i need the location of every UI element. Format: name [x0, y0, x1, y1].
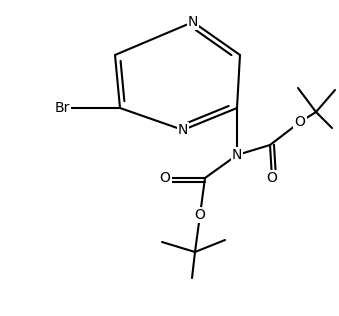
Text: O: O — [295, 115, 305, 129]
Text: O: O — [195, 208, 205, 222]
Text: N: N — [232, 148, 242, 162]
Text: O: O — [160, 171, 171, 185]
Text: N: N — [188, 15, 198, 29]
Text: O: O — [266, 171, 277, 185]
Text: N: N — [178, 123, 188, 137]
Text: Br: Br — [54, 101, 70, 115]
